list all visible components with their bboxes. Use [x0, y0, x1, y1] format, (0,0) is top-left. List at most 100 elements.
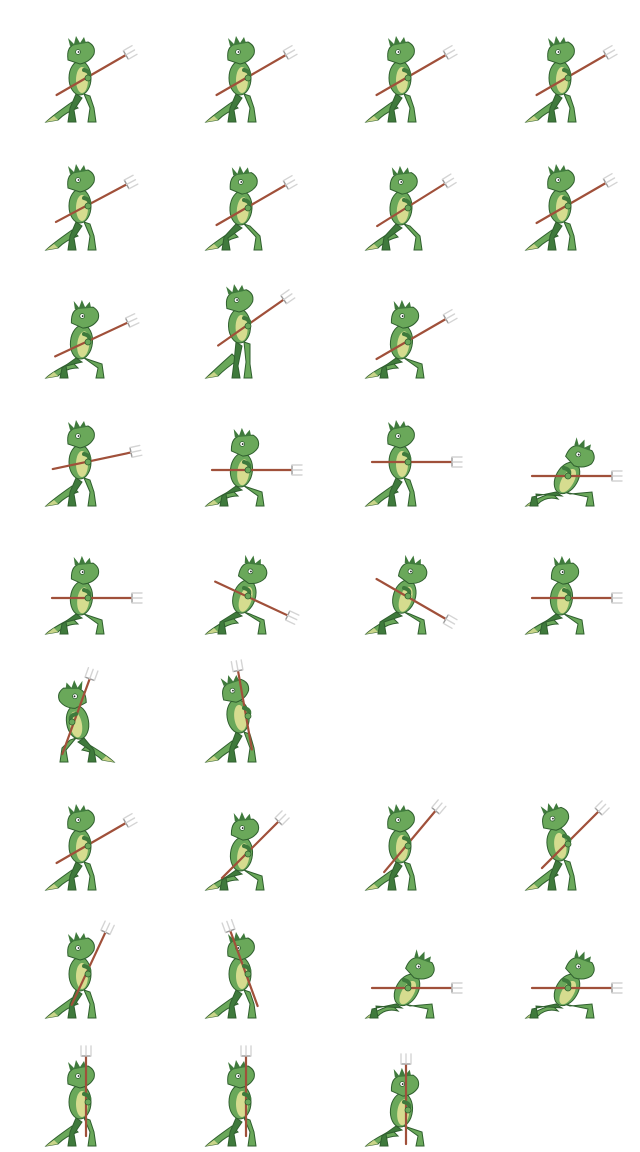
trident-prong — [230, 661, 234, 673]
head-crest — [553, 555, 572, 566]
head — [67, 809, 95, 833]
right-leg — [563, 93, 577, 123]
sprite-canvas — [204, 1045, 257, 1147]
lizard-warrior — [364, 949, 463, 1019]
sprite-canvas — [44, 555, 143, 635]
head-crest — [414, 949, 431, 963]
pupil — [410, 570, 412, 573]
right-leg — [83, 357, 105, 379]
head — [67, 169, 95, 193]
pupil — [557, 51, 560, 53]
head — [547, 169, 575, 193]
right-leg — [403, 357, 425, 379]
trident-prong — [221, 922, 227, 934]
pupil — [77, 819, 80, 821]
trident-prong — [123, 174, 134, 181]
trident-head — [451, 456, 463, 468]
spear-shaft — [214, 580, 289, 617]
torso-group — [549, 555, 580, 616]
trident-head — [611, 982, 623, 994]
trident-head — [442, 613, 458, 630]
pupil — [77, 1075, 80, 1077]
spear-shaft — [54, 321, 129, 358]
left-leg — [67, 989, 83, 1019]
head — [229, 172, 258, 195]
left-leg — [547, 859, 563, 891]
hand — [564, 840, 572, 848]
right-leg — [83, 861, 97, 891]
sprite-frame-thrust-4 — [480, 384, 640, 512]
head-crest — [231, 165, 250, 176]
hand — [244, 204, 252, 212]
lizard-warrior — [364, 799, 447, 891]
belly — [557, 587, 570, 614]
hand — [84, 74, 92, 82]
trident-prong — [438, 805, 447, 815]
lizard-warrior — [364, 1053, 425, 1147]
hand — [244, 322, 252, 330]
pupil — [397, 435, 400, 437]
lizard-warrior — [524, 800, 610, 891]
head — [550, 562, 580, 585]
right-leg — [403, 611, 427, 635]
trident-prong — [446, 181, 457, 189]
torso-group — [67, 420, 95, 480]
trident-head — [131, 592, 143, 604]
head-crest — [388, 420, 406, 430]
trident-prong — [607, 181, 618, 189]
torso-group — [389, 299, 420, 360]
left-leg — [59, 613, 84, 635]
sprite-frame-swing-4 — [480, 512, 640, 640]
lizard-warrior — [44, 804, 138, 891]
pupil — [237, 947, 240, 949]
hand — [244, 970, 252, 978]
sprite-canvas — [364, 554, 458, 635]
head — [542, 806, 570, 831]
right-leg — [403, 93, 417, 123]
sprite-canvas — [524, 164, 618, 251]
sprite-frame-overhead-4 — [480, 896, 640, 1024]
sprite-frame-walk-1 — [0, 128, 160, 256]
tail-tip — [366, 628, 378, 634]
trident-prong — [128, 183, 139, 190]
lizard-warrior — [364, 165, 457, 251]
torso-group — [67, 1060, 95, 1120]
trident-prong — [126, 317, 138, 324]
trident-prong — [84, 666, 90, 678]
hand — [404, 984, 412, 992]
torso-group — [553, 949, 595, 1007]
left-leg — [59, 357, 84, 379]
hand — [404, 74, 412, 82]
sprite-canvas — [364, 1053, 425, 1147]
tail-tip — [526, 244, 538, 250]
head — [70, 306, 100, 329]
tail-tip — [206, 1012, 218, 1018]
torso-group — [387, 804, 415, 864]
right-leg — [243, 93, 257, 123]
left-leg — [67, 477, 83, 507]
torso-group — [69, 299, 100, 360]
hand — [84, 594, 92, 602]
trident-head — [291, 464, 303, 476]
head-crest — [388, 804, 406, 814]
lizard-warrior — [204, 810, 290, 891]
sprite-frame-hurt-2 — [160, 640, 320, 768]
left-leg — [227, 989, 243, 1019]
sprite-canvas — [204, 554, 300, 635]
tail-tip — [366, 500, 378, 506]
pupil — [240, 181, 243, 183]
head-crest — [548, 36, 566, 46]
pupil — [557, 179, 560, 181]
left-leg — [77, 737, 97, 763]
sprite-canvas — [364, 799, 447, 891]
pupil — [73, 695, 76, 698]
torso-group — [387, 36, 415, 96]
right-leg — [403, 477, 417, 507]
torso-group — [67, 804, 95, 864]
trident-prong — [442, 44, 453, 52]
trident-spear — [530, 592, 623, 604]
lizard-warrior — [44, 555, 143, 635]
sprite-canvas — [204, 165, 298, 251]
trident-head — [282, 44, 298, 61]
lizard-warrior — [524, 437, 623, 507]
